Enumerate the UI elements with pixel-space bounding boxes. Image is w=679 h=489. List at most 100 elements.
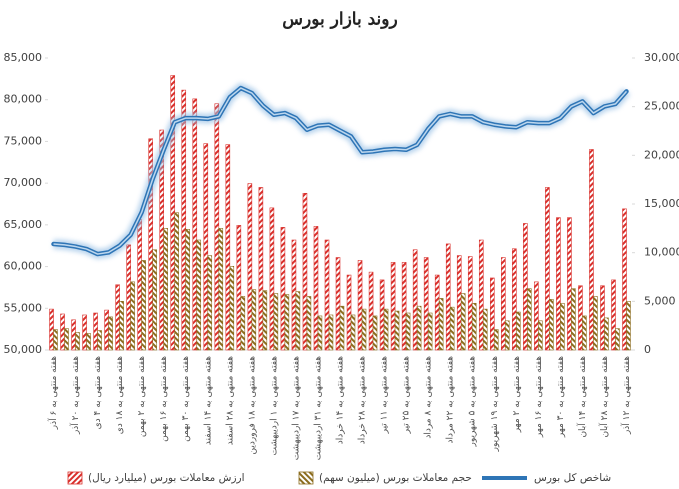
bar xyxy=(280,227,286,351)
x-tick-label: هفته منتهی به ۲۸ خرداد xyxy=(358,356,368,444)
y2-tick-label: 5,000 xyxy=(644,294,676,307)
bar xyxy=(152,249,157,351)
bar xyxy=(181,89,187,351)
bar xyxy=(225,144,231,351)
y2-tick-label: 0 xyxy=(644,343,651,356)
bar xyxy=(60,313,65,351)
bar xyxy=(313,226,319,351)
bar xyxy=(295,291,301,351)
bar xyxy=(445,243,451,351)
y-tick-label: 60,000 xyxy=(4,260,43,273)
bar xyxy=(97,330,102,351)
y2-tick-label: 25,000 xyxy=(644,100,679,113)
bar xyxy=(291,239,297,351)
bar xyxy=(218,228,224,351)
bar xyxy=(64,328,69,351)
bar xyxy=(516,311,521,351)
bar xyxy=(589,149,594,351)
y-tick-label: 70,000 xyxy=(4,176,43,189)
bar xyxy=(339,305,345,351)
x-tick-label: هفته منتهی به ۲ بهمن xyxy=(137,356,147,437)
x-tick-label: هفته منتهی به ۱۸ فروردین xyxy=(247,356,257,455)
bar xyxy=(82,314,87,351)
bar xyxy=(582,315,587,351)
bar xyxy=(534,281,539,351)
bar xyxy=(438,298,444,351)
bar xyxy=(115,284,120,351)
bar xyxy=(416,305,422,351)
bar xyxy=(126,244,131,351)
line-highlight xyxy=(53,87,628,255)
bar xyxy=(571,288,576,351)
x-tick-label: هفته منتهی به ۲۰ آذر xyxy=(69,356,81,435)
bar xyxy=(346,274,352,351)
bar xyxy=(556,217,561,351)
bar xyxy=(471,302,477,351)
bar xyxy=(611,279,616,351)
y2-tick-label: 30,000 xyxy=(644,51,679,64)
bar xyxy=(104,309,109,351)
y-tick-label: 50,000 xyxy=(4,343,43,356)
bar xyxy=(324,239,330,351)
bar xyxy=(456,255,462,351)
bar xyxy=(335,257,341,351)
bar xyxy=(427,312,433,351)
bar xyxy=(493,329,499,351)
y2-tick-label: 10,000 xyxy=(644,246,679,259)
bar xyxy=(119,301,124,351)
bar xyxy=(93,312,98,351)
x-tick-label: هفته منتهی به ۱۸ دی xyxy=(115,356,125,435)
bar xyxy=(527,288,532,351)
bar xyxy=(273,293,279,351)
x-tick-label: هفته منتهی به ۳۱ اردیبهشت xyxy=(313,356,323,461)
bar xyxy=(604,317,609,351)
x-tick-label: هفته منتهی به ۱۶ بهمن xyxy=(159,356,169,442)
bar xyxy=(240,296,246,351)
bar xyxy=(460,293,466,351)
bar xyxy=(482,308,488,351)
x-tick-label: هفته منتهی به ۲۵ تیر xyxy=(402,356,412,435)
bar xyxy=(207,255,213,351)
bar xyxy=(328,314,334,351)
bar xyxy=(538,320,543,351)
bar xyxy=(504,320,510,351)
x-tick-label: هفته منتهی به ۱ اردیبهشت xyxy=(269,356,279,456)
bar xyxy=(501,257,506,351)
bar xyxy=(163,228,168,351)
bar xyxy=(71,319,76,351)
x-tick-label: هفته منتهی به ۲۸ آبان xyxy=(598,356,610,438)
bar xyxy=(512,248,517,351)
y-tick-label: 75,000 xyxy=(4,134,43,147)
x-tick-label: هفته منتهی به ۲ مهر xyxy=(512,356,522,434)
bar xyxy=(434,274,440,351)
bar xyxy=(578,285,583,351)
bar xyxy=(379,279,385,351)
bar xyxy=(317,315,323,351)
bar xyxy=(593,296,598,351)
bar xyxy=(383,308,389,351)
x-tick-label: هفته منتهی به ۸ مرداد xyxy=(424,356,434,439)
bar xyxy=(247,183,253,351)
bar xyxy=(423,257,429,351)
bar xyxy=(236,225,242,351)
bar xyxy=(361,308,367,351)
bar xyxy=(489,277,495,351)
bar xyxy=(478,239,484,351)
chart-title: روند بازار بورس xyxy=(282,10,397,30)
legend-swatch xyxy=(67,471,83,485)
bar xyxy=(229,265,235,351)
x-tick-label: هفته منتهی به ۱۱ تیر xyxy=(380,356,390,435)
bar xyxy=(185,229,191,351)
bar xyxy=(192,98,198,351)
bar xyxy=(394,310,400,351)
bar xyxy=(170,75,176,351)
bar xyxy=(196,239,202,351)
bar xyxy=(203,143,209,351)
bar xyxy=(262,290,268,351)
bar xyxy=(53,329,58,351)
bar xyxy=(600,285,605,351)
bar xyxy=(148,138,153,351)
bar xyxy=(412,249,418,351)
y2-tick-label: 20,000 xyxy=(644,148,679,161)
bar xyxy=(251,289,257,351)
